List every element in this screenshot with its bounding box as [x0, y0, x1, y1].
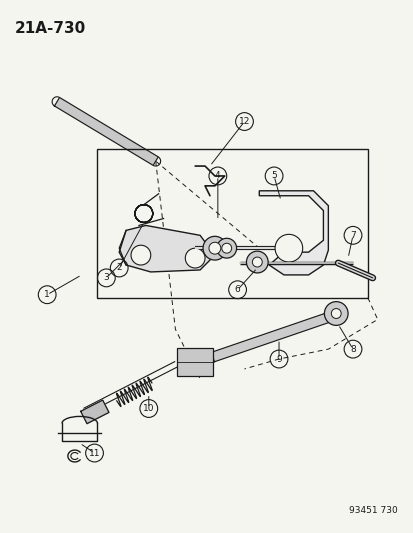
Circle shape [252, 257, 261, 267]
Text: 21A-730: 21A-730 [14, 21, 85, 36]
Circle shape [202, 236, 226, 260]
Polygon shape [119, 225, 214, 272]
Circle shape [216, 238, 236, 258]
Text: 8: 8 [349, 345, 355, 353]
Bar [177, 348, 212, 376]
Text: 11: 11 [88, 449, 100, 457]
Text: 9: 9 [275, 354, 281, 364]
Circle shape [209, 243, 220, 254]
Polygon shape [211, 313, 329, 362]
Text: 6: 6 [234, 285, 240, 294]
Circle shape [131, 245, 150, 265]
Text: 93451 730: 93451 730 [348, 506, 396, 515]
Text: 1: 1 [44, 290, 50, 299]
Text: 7: 7 [349, 231, 355, 240]
Polygon shape [55, 98, 158, 165]
Text: 2: 2 [116, 263, 122, 272]
Circle shape [185, 248, 204, 268]
Circle shape [221, 243, 231, 253]
Bar [96, 149, 367, 297]
Text: 3: 3 [103, 273, 109, 282]
Circle shape [246, 251, 268, 273]
Text: 4: 4 [214, 172, 220, 181]
Polygon shape [81, 400, 109, 424]
Polygon shape [259, 191, 328, 275]
Circle shape [330, 309, 340, 318]
Circle shape [324, 302, 347, 325]
Text: 10: 10 [143, 404, 154, 413]
Text: 12: 12 [238, 117, 249, 126]
Text: 5: 5 [271, 172, 276, 181]
Circle shape [274, 235, 302, 262]
